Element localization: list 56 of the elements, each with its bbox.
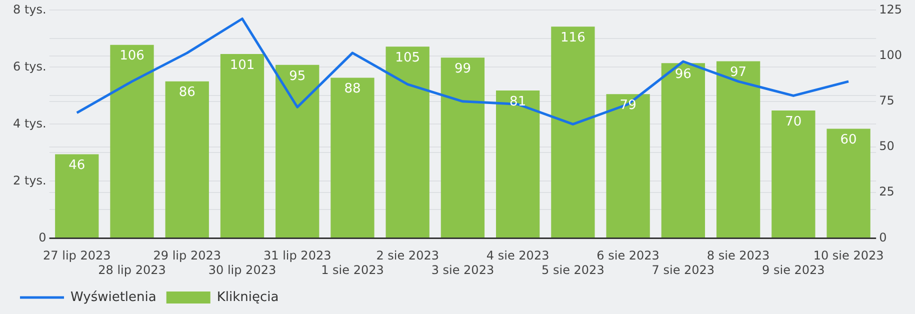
x-tick-label: 6 sie 2023 — [596, 248, 660, 263]
data-label: 86 — [178, 85, 196, 100]
bar — [165, 81, 209, 238]
y-tick-label: 4 tys. — [12, 116, 46, 130]
bar — [496, 90, 540, 238]
y2-tick-label: 25 — [879, 184, 894, 199]
data-label: 95 — [289, 68, 306, 84]
bar — [716, 61, 760, 238]
bar — [826, 128, 870, 238]
x-tick-label: 3 sie 2023 — [431, 262, 494, 277]
data-label: 105 — [395, 50, 420, 66]
x-tick-label: 7 sie 2023 — [652, 262, 715, 277]
data-label: 101 — [230, 58, 255, 73]
x-tick-label: 9 sie 2023 — [762, 262, 825, 277]
y-tick-label: 0 — [38, 230, 46, 244]
y2-tick-label: 50 — [879, 139, 894, 154]
x-tick-label: 4 sie 2023 — [486, 248, 550, 263]
y-tick-label: 8 tys. — [12, 2, 46, 16]
legend-label: Kliknięcia — [216, 290, 279, 305]
x-tick-label: 28 lip 2023 — [98, 262, 166, 277]
bar — [440, 58, 485, 238]
y2-tick-label: 100 — [879, 48, 902, 62]
data-label: 96 — [674, 66, 692, 82]
x-tick-label: 2 sie 2023 — [376, 248, 439, 263]
data-label: 46 — [68, 158, 86, 174]
bar — [772, 110, 816, 238]
bar — [386, 46, 430, 238]
x-tick-label: 1 sie 2023 — [321, 262, 384, 277]
data-label: 106 — [120, 48, 144, 64]
y2-tick-label: 125 — [879, 2, 902, 16]
y2-tick-label: 75 — [879, 94, 894, 108]
x-tick-label: 31 lip 2023 — [263, 248, 332, 263]
data-label: 97 — [730, 65, 747, 80]
x-tick-label: 8 sie 2023 — [706, 248, 770, 263]
y-tick-label: 6 tys. — [12, 59, 46, 74]
bar — [551, 26, 595, 238]
x-tick-label: 29 lip 2023 — [153, 248, 221, 263]
data-label: 88 — [344, 82, 361, 97]
data-label: 60 — [840, 132, 857, 148]
data-label: 99 — [454, 62, 471, 76]
data-label: 116 — [560, 30, 586, 46]
bar — [220, 54, 264, 238]
data-label: 70 — [785, 114, 802, 130]
x-tick-label: 5 sie 2023 — [542, 262, 604, 277]
y-tick-label: 2 tys. — [12, 173, 46, 188]
bar — [110, 44, 154, 238]
bar — [55, 154, 99, 238]
x-tick-label: 10 sie 2023 — [813, 248, 884, 263]
bar — [606, 94, 650, 238]
x-tick-label: 30 lip 2023 — [208, 262, 276, 277]
bar — [330, 78, 374, 238]
bar — [661, 63, 706, 238]
bar — [276, 64, 320, 238]
y2-tick-label: 0 — [879, 230, 887, 244]
x-tick-label: 27 lip 2023 — [43, 248, 111, 263]
legend-label: Wyświetlenia — [70, 290, 156, 305]
